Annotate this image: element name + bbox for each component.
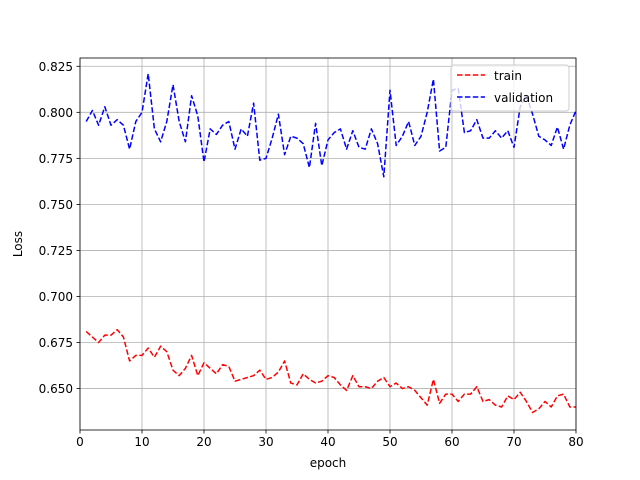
y-tick-label: 0.675 — [39, 336, 73, 350]
legend-box — [450, 64, 570, 112]
legend-label-validation: validation — [494, 91, 553, 105]
y-tick-label: 0.825 — [39, 60, 73, 74]
x-tick-label: 30 — [258, 435, 273, 449]
y-axis-label: Loss — [11, 231, 25, 257]
y-tick-label: 0.750 — [39, 198, 73, 212]
y-tick-label: 0.775 — [39, 152, 73, 166]
x-axis-label: epoch — [310, 456, 347, 470]
x-tick-label: 50 — [382, 435, 397, 449]
y-tick-label: 0.650 — [39, 382, 73, 396]
x-tick-label: 40 — [320, 435, 335, 449]
x-tick-label: 70 — [506, 435, 521, 449]
y-tick-label: 0.800 — [39, 106, 73, 120]
series-group — [85, 72, 577, 414]
legend: train validation — [450, 64, 570, 112]
x-tick-label: 80 — [568, 435, 583, 449]
x-tick-label: 0 — [76, 435, 84, 449]
x-tick-label: 10 — [134, 435, 149, 449]
legend-label-train: train — [494, 69, 522, 83]
series-line-validation — [85, 72, 577, 178]
y-tick-label: 0.725 — [39, 244, 73, 258]
ticks: 0 10 20 30 40 50 60 70 80 0.650 0.675 0.700 0.725 0.7… — [39, 60, 584, 449]
series-line-train — [85, 328, 576, 414]
x-tick-label: 20 — [196, 435, 211, 449]
y-tick-label: 0.700 — [39, 290, 73, 304]
x-tick-label: 60 — [444, 435, 459, 449]
